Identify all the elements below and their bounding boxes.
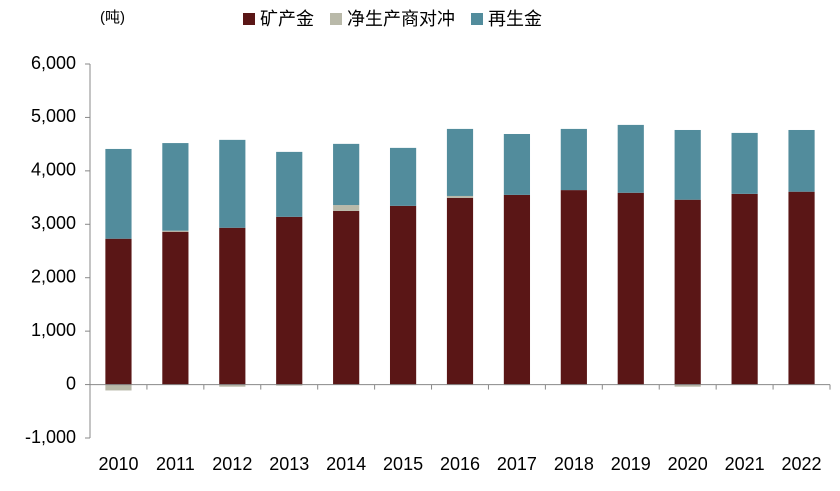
bar-segment — [446, 128, 474, 196]
x-tick-label: 2020 — [668, 454, 708, 474]
bar-segment — [617, 124, 644, 193]
bar-segment — [105, 384, 132, 391]
bar-segment — [674, 129, 701, 200]
x-tick-label: 2010 — [98, 454, 138, 474]
legend-swatch — [243, 13, 255, 25]
bar-segment — [219, 384, 246, 387]
bar-segment — [219, 227, 246, 385]
y-tick-label: 2,000 — [31, 266, 76, 286]
bar-segment — [560, 190, 587, 385]
bar-segment — [105, 238, 132, 385]
y-tick-label: 0 — [66, 373, 76, 393]
legend-label: 矿产金 — [260, 9, 314, 29]
bar-segment — [617, 192, 644, 385]
bar-segment — [503, 133, 531, 195]
bar-segment — [389, 147, 417, 206]
bar-segment — [162, 230, 189, 232]
bar-segment — [219, 139, 246, 228]
y-tick-label: 3,000 — [31, 213, 76, 233]
bar-segment — [333, 210, 360, 385]
bar-segment — [731, 193, 758, 385]
bar-segment — [674, 199, 701, 385]
x-tick-label: 2021 — [725, 454, 765, 474]
bar-segment — [560, 128, 587, 191]
legend-swatch — [330, 13, 342, 25]
bar-segment — [333, 205, 360, 211]
unit-label: (吨) — [100, 9, 125, 26]
x-tick-label: 2015 — [383, 454, 423, 474]
bar-segment — [731, 132, 758, 194]
bar-segment — [389, 205, 417, 385]
bar-segment — [276, 151, 303, 217]
legend-label: 净生产商对冲 — [347, 9, 455, 29]
x-tick-label: 2016 — [440, 454, 480, 474]
x-tick-label: 2017 — [497, 454, 537, 474]
x-tick-label: 2011 — [156, 454, 195, 474]
x-tick-label: 2022 — [782, 454, 822, 474]
legend-label: 再生金 — [488, 9, 542, 29]
bar-segment — [105, 148, 132, 239]
y-tick-label: -1,000 — [25, 427, 76, 447]
bar-segment — [446, 197, 474, 385]
bar-segment — [276, 216, 303, 385]
bar-segment — [446, 195, 474, 198]
legend-swatch — [471, 13, 483, 25]
bar-segment — [503, 194, 531, 385]
bar-segment — [276, 384, 303, 386]
y-tick-label: 5,000 — [31, 106, 76, 126]
bar-segment — [162, 143, 189, 231]
bar-segment — [674, 384, 701, 387]
x-tick-label: 2018 — [554, 454, 594, 474]
x-tick-label: 2013 — [269, 454, 309, 474]
bar-segment — [333, 143, 360, 206]
y-tick-label: 1,000 — [31, 320, 76, 340]
x-tick-label: 2014 — [326, 454, 366, 474]
bar-segment — [162, 231, 189, 385]
bar-segment — [788, 191, 815, 385]
y-tick-label: 4,000 — [31, 160, 76, 180]
y-tick-label: 6,000 — [31, 53, 76, 73]
x-tick-label: 2012 — [212, 454, 252, 474]
x-tick-label: 2019 — [611, 454, 651, 474]
bar-segment — [788, 129, 815, 192]
